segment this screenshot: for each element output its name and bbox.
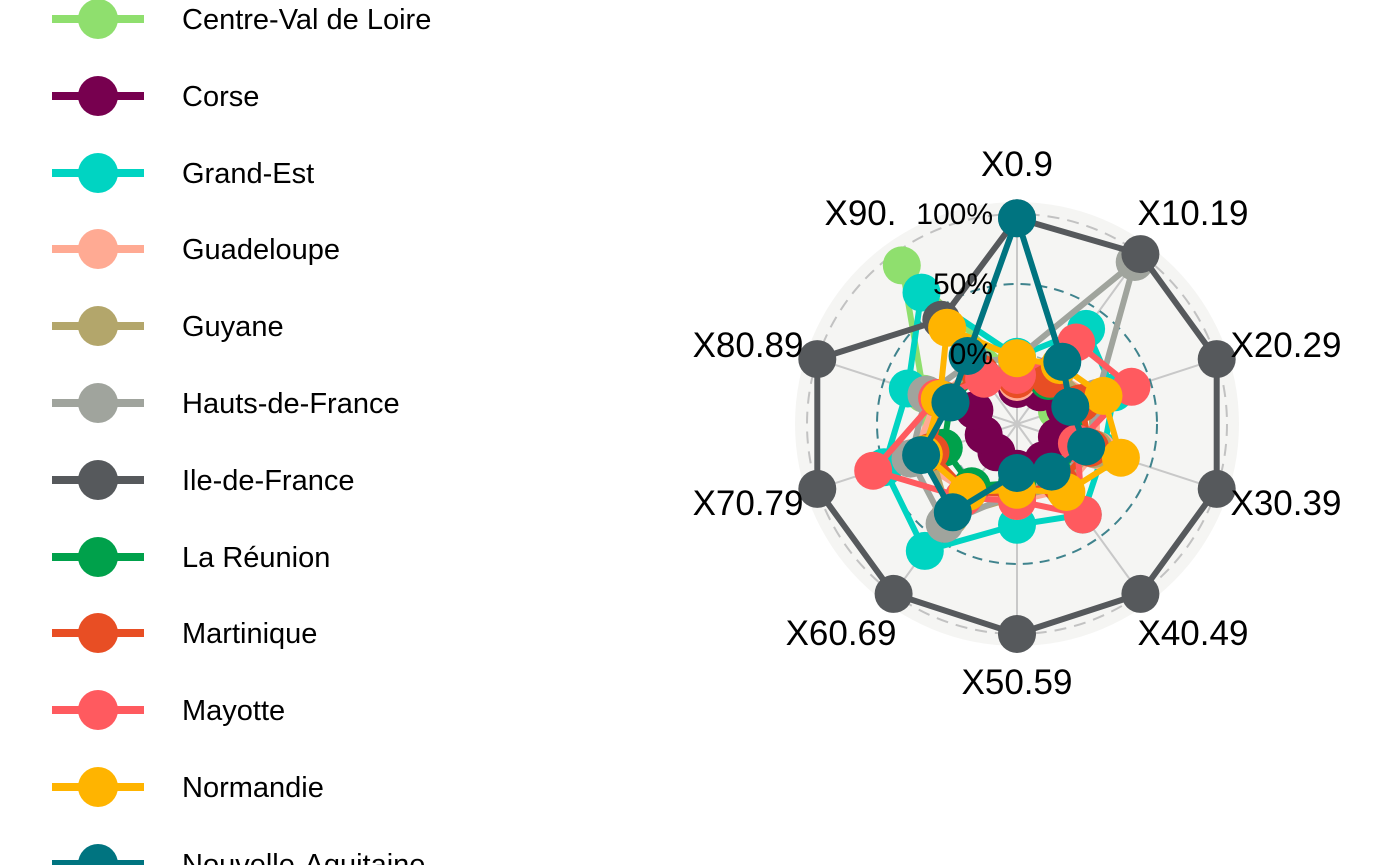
data-point (798, 340, 837, 379)
axis-label: X60.69 (786, 614, 897, 653)
legend-key (50, 613, 146, 654)
axis-label: X20.29 (1231, 326, 1342, 365)
legend-dot (78, 690, 118, 731)
grid-label: 100% (916, 198, 993, 231)
axis-label: X80.89 (693, 326, 804, 365)
legend-label: Grand-Est (182, 157, 315, 190)
data-point (902, 436, 941, 475)
legend-label: Hauts-de-France (182, 388, 400, 420)
legend-label: Corse (182, 80, 260, 113)
legend-label: Mayotte (182, 695, 286, 728)
legend-key (50, 229, 146, 270)
axis-label: X10.19 (1138, 194, 1249, 233)
legend-key (50, 690, 146, 731)
data-point (798, 469, 837, 508)
data-point (902, 273, 941, 312)
legend-key (50, 383, 146, 423)
legend-dot (78, 383, 118, 423)
legend-label: Martinique (182, 618, 318, 651)
legend-key (50, 306, 146, 347)
legend-item: La Réunion (0, 536, 560, 577)
legend-item: Grand-Est (0, 152, 560, 193)
grid-label: 0% (950, 338, 993, 371)
axis-label: X70.79 (693, 484, 804, 523)
legend-dot (78, 536, 118, 577)
legend-item: Martinique (0, 613, 560, 654)
legend-item: Guadeloupe (0, 229, 560, 270)
data-point (1067, 427, 1106, 466)
legend-item: Hauts-de-France (0, 383, 560, 423)
legend-dot (78, 843, 118, 865)
data-point (1051, 387, 1090, 426)
data-point (1084, 376, 1123, 415)
data-point (1197, 469, 1236, 508)
data-point (998, 199, 1036, 238)
legend-key (50, 459, 146, 500)
legend-key (50, 152, 146, 193)
legend-key (50, 843, 146, 865)
data-point (854, 451, 893, 490)
legend-dot (78, 75, 118, 116)
legend-label: Centre-Val de Loire (182, 4, 432, 36)
axis-label: X40.49 (1138, 614, 1249, 653)
legend-dot (78, 306, 118, 347)
legend-key (50, 536, 146, 577)
axis-label: X0.9 (981, 145, 1053, 184)
legend-label: Ile-de-France (182, 464, 355, 497)
data-point (905, 531, 944, 570)
data-point (1121, 235, 1160, 274)
legend-dot (78, 613, 118, 654)
legend-dot (78, 0, 118, 39)
legend-item: Normandie (0, 767, 560, 807)
grid-label: 50% (933, 268, 993, 301)
legend-label: Normandie (182, 772, 324, 804)
grid-ring-50 (876, 283, 1158, 565)
legend: Centre-Val de Loire Corse Grand-Est Guadelo… (0, 0, 560, 865)
legend-key (50, 767, 146, 807)
axis-label: X90. (825, 194, 897, 233)
series-group (902, 199, 1106, 532)
legend-item: Corse (0, 75, 560, 116)
data-point (1197, 340, 1236, 379)
data-point (928, 308, 967, 347)
legend-label: Nouvelle-Aquitaine (182, 848, 426, 865)
data-point (933, 493, 972, 532)
data-point (1121, 574, 1160, 613)
legend-key (50, 75, 146, 116)
data-point (998, 454, 1036, 492)
data-point (948, 337, 987, 375)
legend-label: La Réunion (182, 541, 331, 574)
data-point (874, 574, 913, 613)
data-point (1032, 452, 1071, 491)
legend-dot (78, 229, 118, 270)
legend-label: Guyane (182, 311, 284, 344)
axis-label: X30.39 (1231, 484, 1342, 523)
legend-item: Ile-de-France (0, 459, 560, 500)
legend-dot (78, 459, 118, 500)
legend-dot (78, 767, 118, 807)
data-point (1101, 438, 1140, 477)
legend-key (50, 0, 146, 39)
data-point (882, 246, 921, 285)
legend-item: Mayotte (0, 690, 560, 731)
legend-item: Centre-Val de Loire (0, 0, 560, 39)
legend-item: Guyane (0, 306, 560, 347)
legend-dot (78, 152, 118, 193)
legend-item: Nouvelle-Aquitaine (0, 843, 560, 865)
legend-label: Guadeloupe (182, 234, 341, 267)
axis-label: X50.59 (962, 663, 1073, 702)
data-point (998, 339, 1036, 378)
data-point (1043, 342, 1082, 381)
data-point (931, 383, 970, 422)
data-point (998, 615, 1036, 653)
radar-plot: 0% 50% 100% X0.9 X10.19 X20.29 X30.39 X40.49 X50… (693, 145, 1342, 702)
